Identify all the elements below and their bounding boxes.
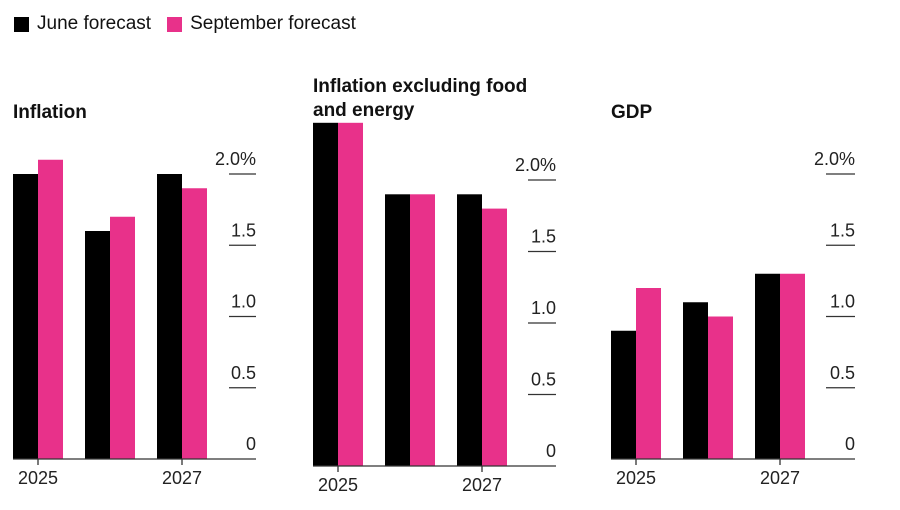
- x-tick-label: 2025: [616, 468, 656, 488]
- y-tick-label: 0: [546, 441, 556, 461]
- legend-swatch-june: [14, 16, 29, 32]
- bar-june-2026: [683, 302, 708, 459]
- x-tick-label: 2027: [462, 475, 502, 495]
- y-tick-label: 1.5: [231, 220, 256, 240]
- legend-label-september: September forecast: [190, 13, 356, 34]
- bar-june-2025: [611, 330, 636, 459]
- bar-september-2027: [780, 273, 805, 459]
- bar-june-2027: [157, 174, 182, 459]
- y-tick-label: 0: [845, 434, 855, 454]
- y-tick-label: 2.0%: [515, 155, 556, 175]
- y-tick-label: 0: [246, 434, 256, 454]
- x-tick-label: 2027: [162, 468, 202, 488]
- bar-september-2027: [182, 188, 207, 459]
- bar-september-2025: [338, 122, 363, 467]
- legend-item-june: June forecast: [14, 13, 151, 35]
- bar-june-2025: [13, 174, 38, 459]
- legend-item-september: September forecast: [167, 13, 356, 35]
- y-tick-label: 1.5: [830, 220, 855, 240]
- bar-june-2027: [457, 194, 482, 467]
- bar-september-2025: [38, 159, 63, 459]
- x-tick-label: 2025: [318, 475, 358, 495]
- bar-june-2027: [755, 273, 780, 459]
- bar-september-2025: [636, 288, 661, 459]
- y-tick-label: 0.5: [830, 363, 855, 383]
- chart-title: Inflation: [13, 102, 87, 123]
- y-tick-label: 1.0: [231, 292, 256, 312]
- bar-june-2026: [85, 231, 110, 459]
- legend-label-june: June forecast: [37, 13, 152, 34]
- x-tick-label: 2027: [760, 468, 800, 488]
- chart-title: Inflation excluding food: [313, 76, 527, 97]
- y-tick-label: 2.0%: [215, 149, 256, 169]
- bar-september-2026: [708, 316, 733, 459]
- bar-june-2026: [385, 194, 410, 467]
- y-tick-label: 2.0%: [814, 149, 855, 169]
- bar-september-2026: [110, 216, 135, 459]
- chart-title: and energy: [313, 100, 415, 121]
- y-tick-label: 0.5: [531, 370, 556, 390]
- legend-swatch-september: [167, 16, 183, 32]
- bar-september-2026: [410, 194, 435, 467]
- y-tick-label: 0.5: [231, 363, 256, 383]
- legend: June forecast September forecast: [14, 13, 372, 35]
- y-tick-label: 1.0: [531, 298, 556, 318]
- bar-june-2025: [313, 122, 338, 467]
- x-tick-label: 2025: [18, 468, 58, 488]
- chart-title: GDP: [611, 102, 653, 123]
- y-tick-label: 1.0: [830, 292, 855, 312]
- bar-september-2027: [482, 208, 507, 466]
- y-tick-label: 1.5: [531, 227, 556, 247]
